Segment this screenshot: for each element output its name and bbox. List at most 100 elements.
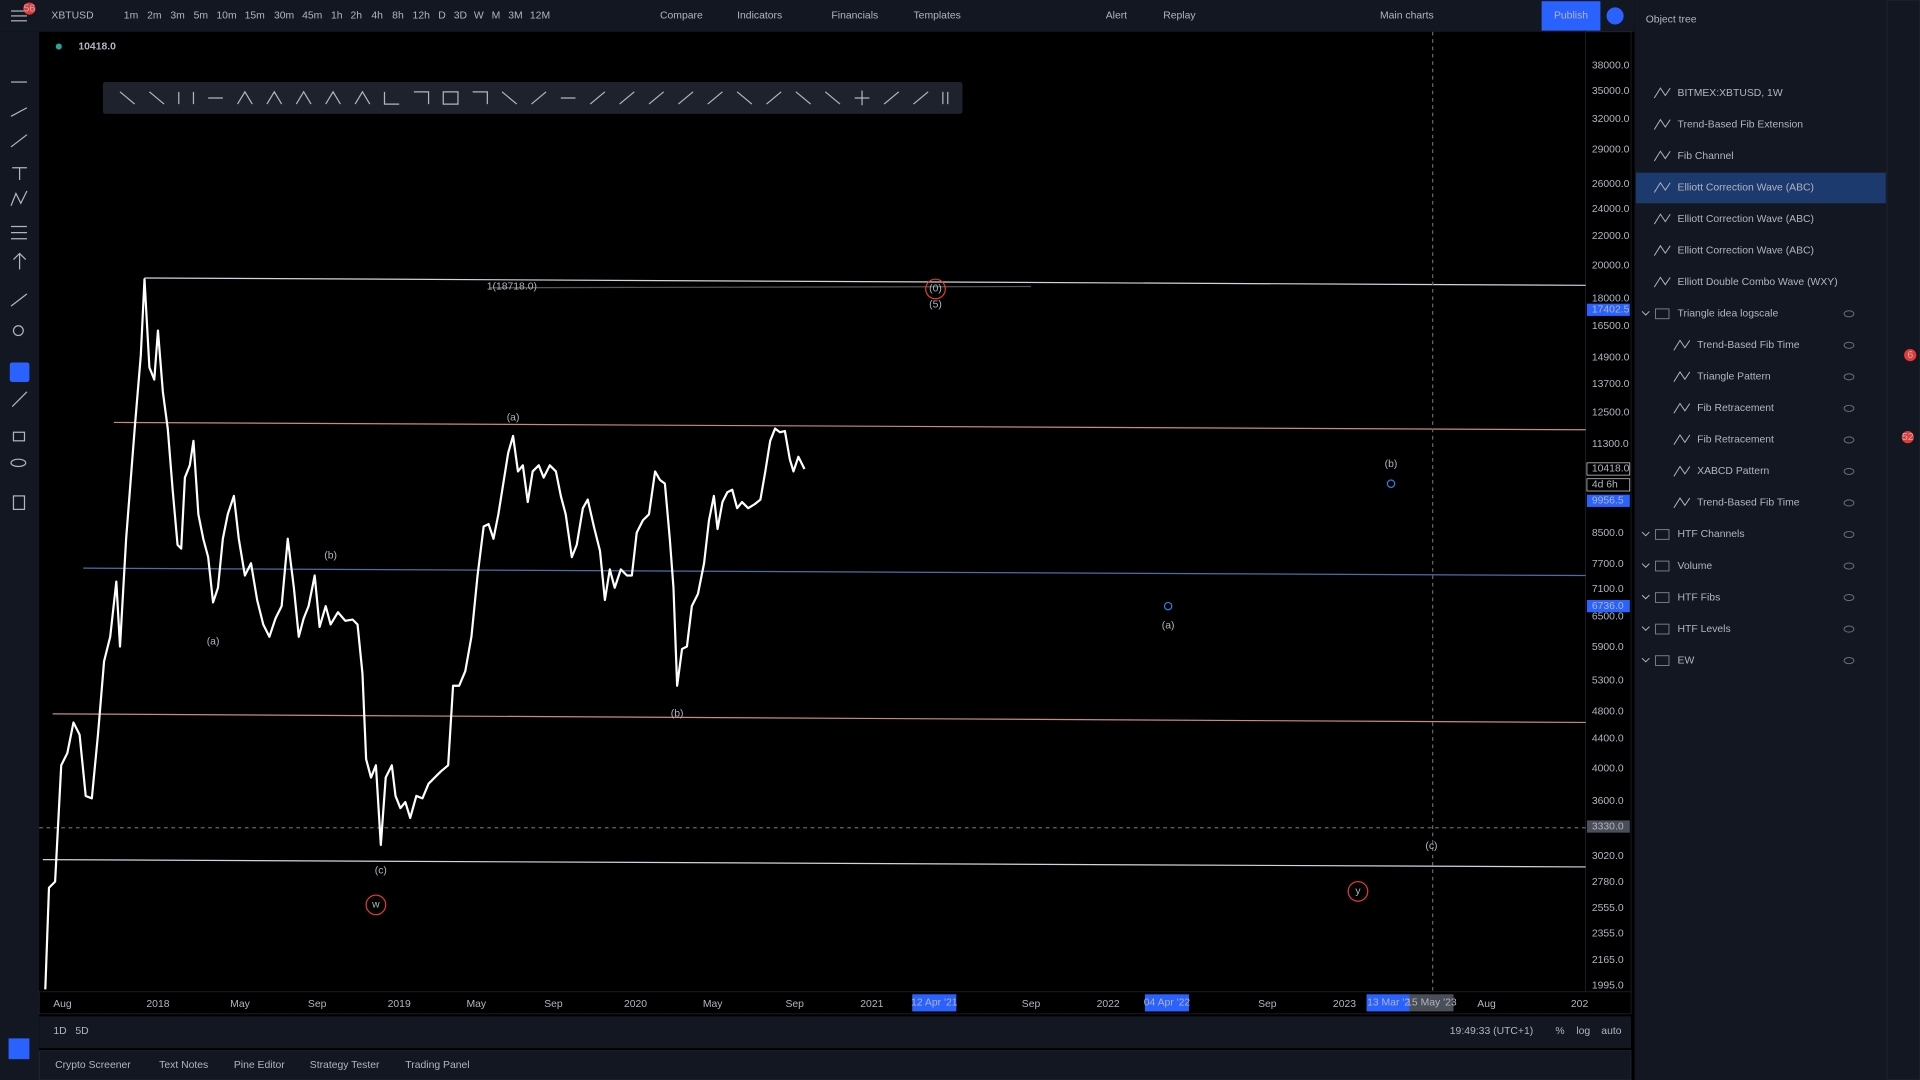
channel-line xyxy=(52,713,1586,724)
price-tick: 2555.0 xyxy=(1592,903,1624,914)
interval[interactable]: 1h xyxy=(331,11,343,22)
drawing-icon xyxy=(1673,339,1691,351)
interval[interactable]: W xyxy=(474,11,484,22)
symbol[interactable]: XBTUSD xyxy=(51,11,93,22)
tree-item[interactable]: Trend-Based Fib Time xyxy=(1697,340,1800,351)
scale-option[interactable]: auto xyxy=(1601,1026,1621,1037)
price-tick: 24000.0 xyxy=(1592,204,1630,215)
interval[interactable]: 2m xyxy=(147,11,161,22)
tree-item[interactable]: Volume xyxy=(1678,561,1713,572)
folder-arrow xyxy=(1641,563,1650,568)
price-badge-text: 10418.0 xyxy=(1592,464,1630,475)
price-tick: 2165.0 xyxy=(1592,955,1624,966)
fib-label: 1(18718.0) xyxy=(487,281,537,292)
tree-item[interactable]: Fib Channel xyxy=(1678,151,1734,162)
wave-label: (b) xyxy=(324,551,337,562)
bottom-tab[interactable]: Text Notes xyxy=(159,1060,208,1071)
tree-item[interactable]: EW xyxy=(1678,655,1695,666)
tree-item[interactable]: Triangle Pattern xyxy=(1697,372,1771,383)
interval[interactable]: 10m xyxy=(216,11,236,22)
tree-item[interactable]: HTF Channels xyxy=(1678,529,1745,540)
price-tick: 12500.0 xyxy=(1592,407,1630,418)
toolbar-button[interactable]: Alert xyxy=(1106,11,1127,22)
visibility-icon[interactable] xyxy=(1843,310,1855,318)
price-badge xyxy=(1586,820,1630,833)
tree-item[interactable]: Elliott Double Combo Wave (WXY) xyxy=(1678,277,1838,288)
time-tick: 2022 xyxy=(1097,999,1120,1010)
bottom-tab[interactable]: Pine Editor xyxy=(234,1060,285,1071)
tree-item[interactable]: HTF Fibs xyxy=(1678,592,1721,603)
folder-icon xyxy=(1655,529,1670,540)
wave-label: w xyxy=(371,900,380,911)
visibility-icon[interactable] xyxy=(1843,530,1855,539)
left-tool-icons xyxy=(8,10,30,1060)
interval[interactable]: 2h xyxy=(351,11,363,22)
visibility-icon[interactable] xyxy=(1843,436,1855,444)
stream-button[interactable] xyxy=(1606,7,1624,25)
interval[interactable]: 45m xyxy=(302,11,322,22)
toolbar-button[interactable]: Replay xyxy=(1163,11,1196,22)
time-badge-text: 15 May '23 xyxy=(1406,998,1457,1009)
drawing-toolbar-icons xyxy=(119,90,949,106)
tree-item[interactable]: Fib Retracement xyxy=(1697,435,1774,446)
layout-name[interactable]: Main charts xyxy=(1380,11,1434,22)
drawing-icon xyxy=(1673,465,1691,477)
tree-item[interactable]: HTF Levels xyxy=(1678,624,1731,635)
visibility-icon[interactable] xyxy=(1843,404,1855,412)
interval[interactable]: 5m xyxy=(194,11,208,22)
tree-item[interactable]: Fib Retracement xyxy=(1697,403,1774,414)
interval[interactable]: 15m xyxy=(245,11,265,22)
price-badge-text: 17402.5 xyxy=(1592,305,1630,316)
bottom-tab[interactable]: Crypto Screener xyxy=(55,1060,131,1071)
price-tick: 8500.0 xyxy=(1592,528,1624,539)
toolbar-button[interactable]: Compare xyxy=(660,11,703,22)
time-tick: Sep xyxy=(1258,999,1277,1010)
scale-option[interactable]: % xyxy=(1555,1026,1564,1037)
interval[interactable]: 1m xyxy=(124,11,138,22)
tree-item[interactable]: XABCD Pattern xyxy=(1697,466,1769,477)
range-button[interactable]: 5D xyxy=(75,1026,88,1037)
tree-item[interactable]: Triangle idea logscale xyxy=(1678,309,1779,320)
visibility-icon[interactable] xyxy=(1843,499,1855,507)
interval[interactable]: 4h xyxy=(371,11,383,22)
price-tick: 18000.0 xyxy=(1592,294,1630,305)
toolbar-button[interactable]: Financials xyxy=(831,11,878,22)
visibility-icon[interactable] xyxy=(1843,341,1855,349)
publish-button[interactable] xyxy=(1541,1,1601,31)
toolbar-button[interactable]: Indicators xyxy=(737,11,782,22)
visibility-icon[interactable] xyxy=(1843,467,1855,475)
interval[interactable]: D xyxy=(438,11,446,22)
price-tick: 5300.0 xyxy=(1592,675,1624,686)
visibility-icon[interactable] xyxy=(1843,594,1855,602)
toolbar-button[interactable]: Templates xyxy=(913,11,960,22)
interval[interactable]: 3M xyxy=(508,11,522,22)
scale-option[interactable]: log xyxy=(1576,1026,1590,1037)
tree-item[interactable]: BITMEX:XBTUSD, 1W xyxy=(1678,88,1783,99)
price-tick: 1995.0 xyxy=(1592,980,1624,991)
visibility-icon[interactable] xyxy=(1843,562,1855,570)
time-badge-text: 12 Apr '21 xyxy=(911,998,958,1009)
bottom-tab[interactable]: Trading Panel xyxy=(405,1060,469,1071)
visibility-icon[interactable] xyxy=(1843,657,1855,665)
visibility-icon[interactable] xyxy=(1843,625,1855,633)
interval[interactable]: 3m xyxy=(170,11,184,22)
publish[interactable]: Publish xyxy=(1554,11,1588,22)
interval[interactable]: 30m xyxy=(274,11,294,22)
interval[interactable]: 8h xyxy=(392,11,404,22)
tree-item[interactable]: Elliott Correction Wave (ABC) xyxy=(1678,245,1814,256)
interval[interactable]: 3D xyxy=(454,11,467,22)
visibility-icon[interactable] xyxy=(1843,373,1855,381)
interval[interactable]: 12M xyxy=(530,11,550,22)
bottom-tab[interactable]: Strategy Tester xyxy=(310,1060,380,1071)
drawing-icon xyxy=(1653,118,1671,130)
tree-item[interactable]: Elliott Correction Wave (ABC) xyxy=(1678,214,1814,225)
range-button[interactable]: 1D xyxy=(53,1026,66,1037)
tree-item[interactable]: Trend-Based Fib Extension xyxy=(1678,119,1804,130)
last-price: 10418.0 xyxy=(78,41,116,52)
tree-item[interactable]: Trend-Based Fib Time xyxy=(1697,498,1800,509)
folder-icon xyxy=(1655,308,1670,320)
folder-icon xyxy=(1655,592,1670,603)
tree-item[interactable]: Elliott Correction Wave (ABC) xyxy=(1678,182,1814,193)
interval[interactable]: 12h xyxy=(413,11,431,22)
interval[interactable]: M xyxy=(492,11,501,22)
